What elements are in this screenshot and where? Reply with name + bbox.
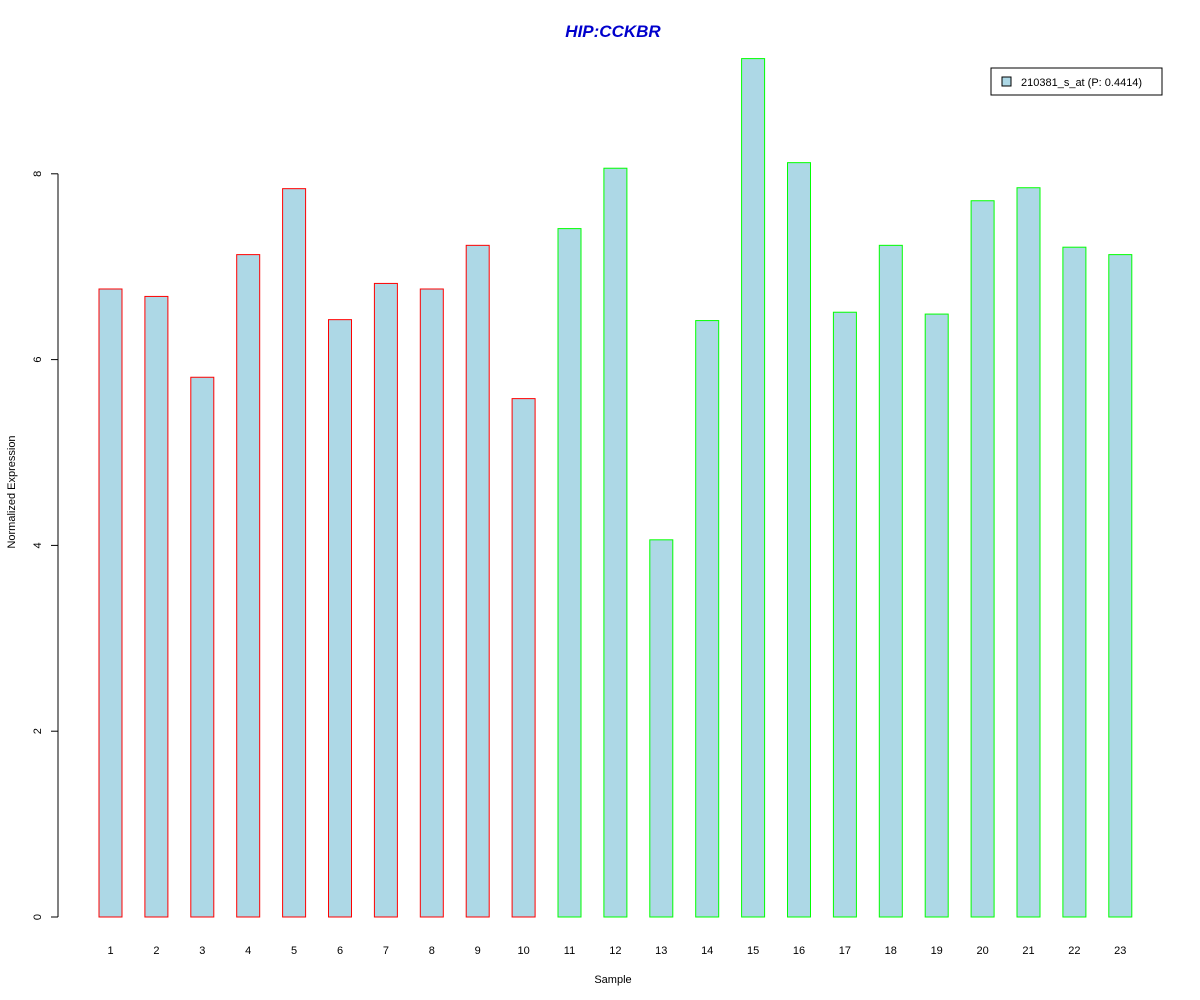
bar-sample-9 (465, 244, 490, 918)
x-tick-label: 2 (153, 945, 159, 957)
x-tick-label: 4 (245, 945, 251, 957)
y-tick-label: 0 (32, 914, 44, 920)
bar-sample-19 (924, 313, 949, 918)
x-tick-label: 17 (839, 945, 851, 957)
x-tick-label: 22 (1068, 945, 1080, 957)
x-tick-label: 5 (291, 945, 297, 957)
x-tick-label: 7 (383, 945, 389, 957)
bar-sample-17 (832, 311, 857, 918)
bar-sample-22 (1062, 246, 1087, 918)
bar-sample-7 (373, 282, 398, 918)
x-tick-label: 19 (931, 945, 943, 957)
x-tick-label: 13 (655, 945, 667, 957)
bar-sample-15 (741, 58, 766, 918)
x-tick-label: 16 (793, 945, 805, 957)
bar-sample-12 (603, 167, 628, 918)
bar-sample-2 (144, 295, 169, 918)
x-tick-label: 18 (885, 945, 897, 957)
x-tick-label: 3 (199, 945, 205, 957)
bar-sample-13 (649, 539, 674, 918)
x-tick-label: 12 (609, 945, 621, 957)
bar-sample-18 (878, 244, 903, 918)
bar-sample-4 (236, 254, 261, 918)
y-tick-label: 4 (32, 542, 44, 548)
x-tick-label: 11 (564, 945, 575, 957)
x-tick-label: 14 (701, 945, 713, 957)
x-axis-label: Sample (594, 974, 631, 986)
legend-box (990, 67, 1163, 96)
bar-sample-1 (98, 288, 123, 918)
bar-sample-20 (970, 200, 995, 918)
y-axis-label: Normalized Expression (6, 435, 18, 548)
x-tick-label: 15 (747, 945, 759, 957)
bars (98, 58, 1133, 918)
legend: 210381_s_at (P: 0.4414) (990, 67, 1163, 96)
x-tick-label: 6 (337, 945, 343, 957)
x-tick-label: 1 (107, 945, 113, 957)
x-tick-label: 21 (1022, 945, 1034, 957)
bar-sample-14 (695, 320, 720, 918)
bar-sample-21 (1016, 187, 1041, 918)
bar-sample-16 (787, 162, 811, 918)
bar-sample-11 (557, 228, 582, 918)
y-tick-label: 6 (32, 357, 44, 363)
y-tick-label: 8 (32, 171, 44, 177)
bar-sample-3 (190, 376, 215, 918)
bar-sample-5 (282, 188, 307, 918)
bar-sample-6 (328, 319, 352, 918)
bar-sample-23 (1108, 254, 1133, 918)
x-tick-labels: 1 2 3 4 5 6 7 8 9 10 11 12 13 14 15 16 17 18 19 20 21 22 23 (107, 945, 1126, 957)
x-tick-label: 9 (475, 945, 481, 957)
x-tick-label: 23 (1114, 945, 1126, 957)
y-axis: 0 2 4 6 8 (32, 171, 59, 920)
chart-title: HIP:CCKBR (565, 22, 661, 41)
x-tick-label: 10 (517, 945, 529, 957)
legend-label: 210381_s_at (P: 0.4414) (1021, 77, 1142, 89)
x-tick-label: 20 (976, 945, 988, 957)
legend-swatch (1001, 76, 1012, 87)
bar-sample-8 (419, 288, 444, 918)
y-tick-label: 2 (32, 728, 44, 734)
bar-sample-10 (511, 398, 536, 918)
x-tick-label: 8 (429, 945, 435, 957)
